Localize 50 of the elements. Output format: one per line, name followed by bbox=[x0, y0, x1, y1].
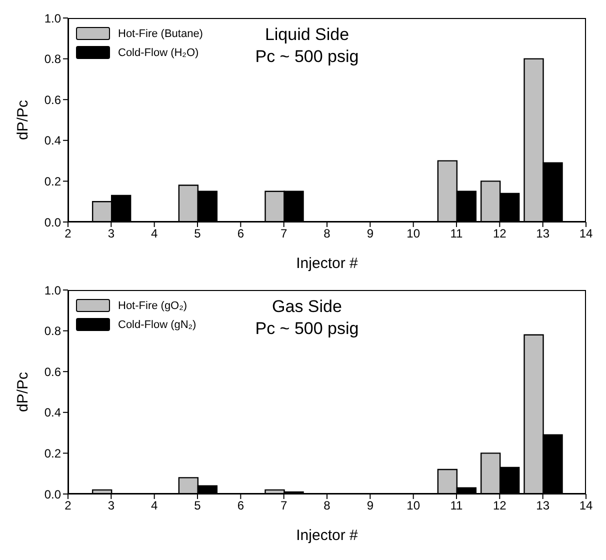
legend-label: Hot-Fire (Butane) bbox=[118, 28, 203, 40]
x-tick-label: 2 bbox=[64, 226, 72, 241]
x-tick-label: 9 bbox=[366, 226, 374, 241]
x-tick-label: 12 bbox=[492, 498, 507, 513]
y-tick-label: 0.2 bbox=[44, 446, 62, 460]
x-axis-title: Injector # bbox=[296, 527, 359, 544]
x-tick-label: 14 bbox=[579, 498, 593, 513]
legend-label: Hot-Fire (gO₂) bbox=[118, 300, 188, 312]
chart-title: Liquid Side bbox=[264, 24, 350, 46]
text: Pc ~ 500 psig bbox=[255, 318, 359, 340]
x-tick-label: 11 bbox=[450, 498, 464, 513]
text: Pc ~ 500 psig bbox=[255, 46, 359, 68]
x-tick-label: 8 bbox=[324, 498, 331, 513]
x-tick-label: 2 bbox=[64, 498, 72, 513]
x-tick-label: 9 bbox=[366, 498, 374, 513]
x-tick-label: 10 bbox=[406, 498, 420, 513]
y-tick-label: 0.4 bbox=[44, 134, 62, 148]
y-tick-label: 0.8 bbox=[44, 52, 62, 66]
x-tick-label: 3 bbox=[108, 498, 115, 513]
x-tick-label: 3 bbox=[108, 226, 115, 241]
y-tick-label: 0.2 bbox=[44, 174, 62, 188]
x-tick-label: 10 bbox=[406, 226, 420, 241]
y-axis-title: dP/Pc bbox=[14, 371, 32, 412]
y-axis-title: dP/Pc bbox=[14, 99, 32, 140]
y-tick-label: 1.0 bbox=[44, 11, 62, 26]
y-tick-label: 0.0 bbox=[44, 215, 62, 230]
x-tick-label: 13 bbox=[536, 226, 550, 241]
y-tick-label: 0.4 bbox=[44, 406, 62, 420]
chart-title: Gas Side bbox=[271, 296, 343, 318]
x-tick-label: 11 bbox=[450, 226, 464, 241]
x-tick-label: 12 bbox=[492, 226, 507, 241]
x-tick-label: 14 bbox=[579, 226, 593, 241]
y-tick-label: 0.8 bbox=[44, 324, 62, 338]
y-tick-label: 0.6 bbox=[44, 364, 62, 379]
x-tick-label: 4 bbox=[150, 498, 158, 513]
x-tick-label: 7 bbox=[280, 226, 288, 241]
y-tick-label: 0.6 bbox=[44, 92, 62, 107]
x-tick-label: 4 bbox=[150, 226, 158, 241]
x-tick-label: 7 bbox=[280, 498, 288, 513]
x-tick-label: 8 bbox=[324, 226, 331, 241]
x-tick-label: 5 bbox=[194, 498, 202, 513]
x-axis-title: Injector # bbox=[296, 255, 359, 272]
x-tick-label: 6 bbox=[237, 498, 244, 513]
legend-label: Cold-Flow (H₂O) bbox=[118, 46, 199, 58]
x-tick-label: 5 bbox=[194, 226, 202, 241]
x-tick-label: 13 bbox=[536, 498, 550, 513]
legend-label: Cold-Flow (gN₂) bbox=[118, 318, 196, 330]
x-tick-label: 6 bbox=[237, 226, 244, 241]
y-tick-label: 1.0 bbox=[44, 283, 62, 298]
y-tick-label: 0.0 bbox=[44, 487, 62, 502]
